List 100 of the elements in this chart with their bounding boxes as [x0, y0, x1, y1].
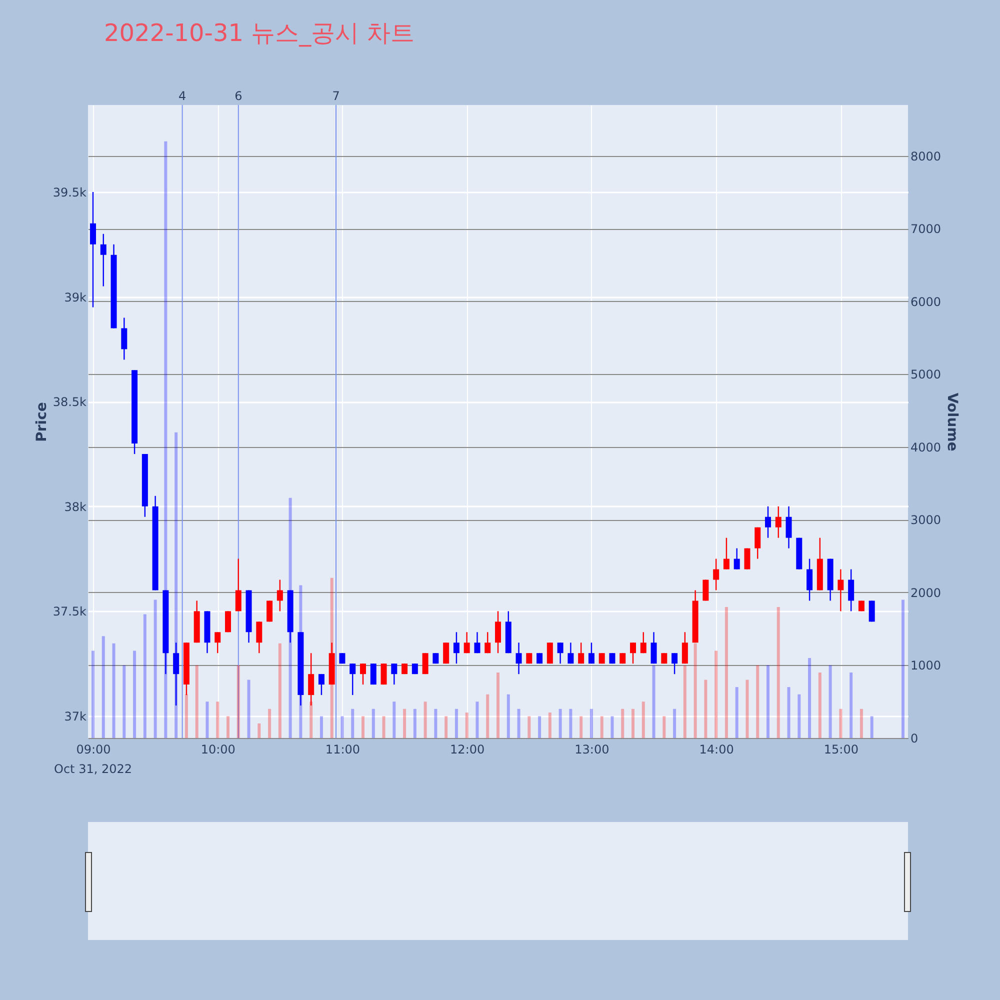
candlestick — [256, 621, 262, 654]
candlestick — [682, 632, 688, 664]
bar — [184, 694, 188, 738]
candlestick — [495, 610, 501, 654]
bar — [268, 708, 272, 738]
bar — [590, 708, 593, 738]
y-tick-label: 37k — [64, 709, 87, 724]
y-tick-label: 37.5k — [52, 604, 87, 619]
bar — [798, 694, 801, 738]
y-tick-label: 38.5k — [52, 395, 87, 410]
y-tick-label: 38k — [64, 500, 87, 514]
y2-axis-title: Volume — [944, 392, 960, 452]
x-tick-label: 09:00 — [76, 742, 111, 756]
bar — [154, 600, 157, 738]
candlestick — [672, 652, 678, 675]
x-tick-label: 14:00 — [699, 742, 734, 756]
bar — [642, 702, 645, 738]
bar — [372, 708, 375, 738]
bar — [133, 650, 136, 738]
candlestick — [723, 537, 730, 570]
bar — [382, 716, 386, 738]
bar — [92, 650, 94, 738]
bar — [174, 432, 178, 738]
candlestick — [276, 579, 283, 612]
candlestick — [848, 568, 854, 612]
bar — [704, 680, 708, 738]
bar — [724, 607, 728, 738]
bar — [870, 716, 874, 738]
y-axis-title: Price — [34, 402, 50, 442]
candlestick — [650, 632, 657, 664]
bar — [320, 716, 323, 738]
bar — [496, 672, 500, 738]
ref-line-label: 4 — [178, 89, 186, 103]
bar — [143, 614, 146, 738]
y2-tick-label: 7000 — [910, 222, 942, 236]
bar — [776, 607, 780, 738]
bar — [454, 708, 458, 738]
candlestick — [640, 632, 646, 654]
candlestick — [318, 673, 324, 696]
bar — [756, 665, 760, 738]
candlestick — [214, 632, 221, 654]
bar — [351, 708, 354, 738]
candlestick — [443, 642, 450, 664]
bar — [517, 708, 520, 738]
bar — [310, 702, 313, 738]
candlestick — [630, 642, 636, 664]
y2-tick-label: 2000 — [910, 586, 942, 600]
bar — [673, 708, 676, 738]
candlestick — [868, 600, 875, 622]
candlestick — [516, 642, 522, 675]
x-tick-label: 12:00 — [450, 742, 485, 756]
bar — [216, 702, 220, 738]
bar — [538, 716, 542, 738]
candlestick — [713, 558, 720, 591]
candlestick — [225, 610, 231, 633]
candlestick — [838, 568, 844, 612]
bar — [444, 716, 448, 738]
bar — [247, 680, 250, 738]
candlestick — [173, 642, 180, 706]
candlestick — [464, 632, 470, 654]
bar — [258, 723, 261, 738]
candlestick — [578, 642, 584, 664]
bar — [392, 702, 396, 738]
bar — [486, 694, 490, 738]
candlestick — [754, 526, 761, 560]
bar — [735, 687, 738, 738]
bar — [424, 702, 427, 738]
bar — [340, 716, 344, 738]
candlestick — [786, 506, 792, 549]
y2-tick-label: 0 — [910, 732, 918, 746]
y2-tick-label: 5000 — [910, 368, 942, 382]
bar — [902, 600, 904, 738]
x-tick-label: 10:00 — [200, 742, 236, 756]
bar — [548, 712, 552, 738]
candlestick — [235, 558, 242, 612]
x-tick-label: 15:00 — [824, 742, 858, 756]
chart-title: 2022-10-31 뉴스_공시 차트 — [104, 19, 415, 47]
candlestick — [744, 548, 750, 570]
candlestick — [370, 662, 376, 686]
candlestick — [422, 652, 428, 675]
bar — [413, 708, 416, 738]
ref-line-label: 7 — [332, 89, 340, 103]
bar — [662, 716, 666, 738]
bar — [610, 716, 614, 738]
bar — [808, 658, 812, 738]
bar — [600, 716, 604, 738]
candlestick — [380, 662, 387, 686]
candlestick — [546, 642, 553, 664]
bar — [860, 708, 863, 738]
candlestick — [474, 632, 480, 654]
candlestick — [90, 191, 96, 308]
bar — [839, 708, 842, 738]
candlestick — [557, 642, 564, 664]
bar — [818, 672, 822, 738]
y2-tick-label: 6000 — [910, 294, 942, 309]
candlestick — [734, 548, 740, 570]
bar — [580, 716, 583, 738]
bar — [112, 643, 116, 738]
y2-tick-label: 4000 — [910, 440, 942, 454]
bar — [122, 665, 126, 738]
